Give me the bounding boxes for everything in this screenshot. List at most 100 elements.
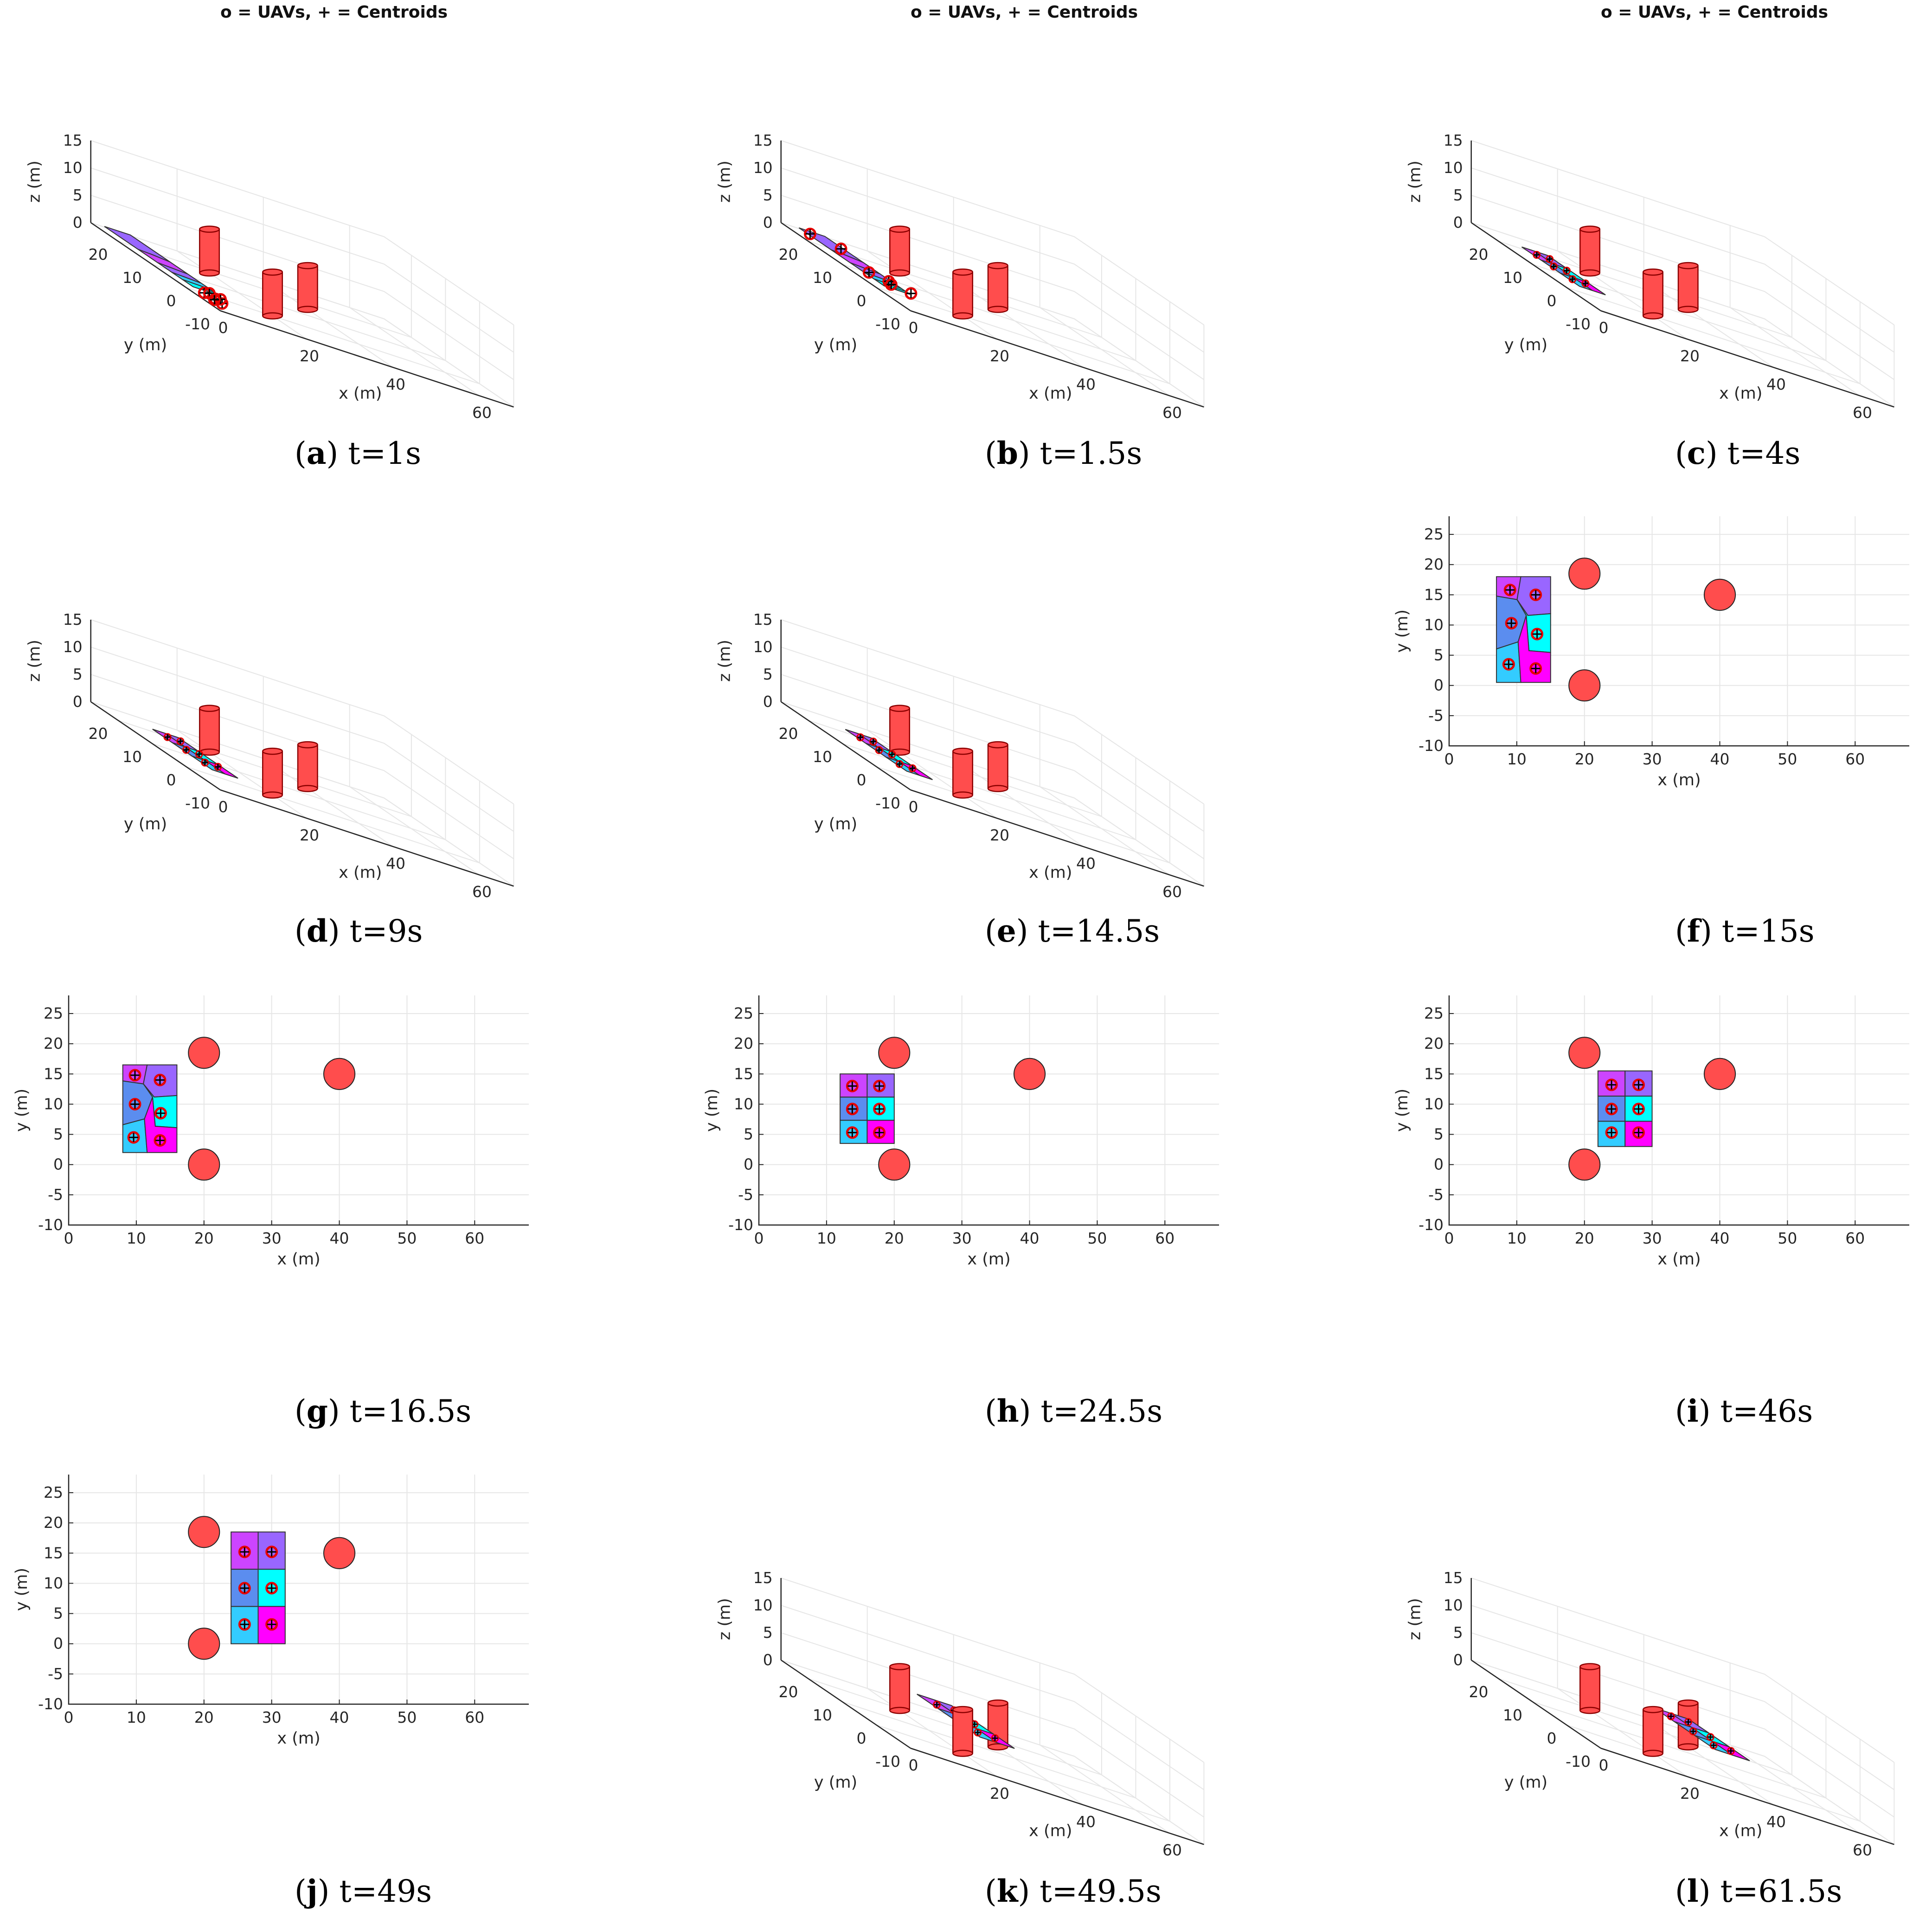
voronoi-cell — [138, 249, 188, 275]
y-axis-label: y (m) — [1504, 1773, 1547, 1792]
y-axis-label: y (m) — [13, 1089, 31, 1132]
uav-marker — [1533, 250, 1541, 259]
obstacle — [1643, 268, 1663, 320]
x-axis-label: x (m) — [1029, 863, 1072, 882]
x-axis-label: x (m) — [1719, 1822, 1762, 1840]
panel-a: 0 20 40 60 -10 0 10 20 0 5 10 15 x (m) y (m) z (m) o = … — [26, 3, 514, 471]
plot-axes: 0 20 40 60 -10 0 10 20 0 5 10 15 x (m) y (m) z (m) — [716, 1569, 1205, 1859]
obstacle-body — [953, 272, 973, 316]
grid-line — [867, 648, 997, 819]
x-tick-label: 20 — [1680, 347, 1700, 365]
obstacle — [1677, 262, 1699, 313]
plot-axes: 0 20 40 60 -10 0 10 20 0 5 10 15 x (m) y (m) z (m) — [716, 131, 1205, 422]
uav-marker — [154, 1073, 167, 1086]
panel-h: 0 10 20 30 40 50 60 -10 -5 0 5 10 15 20 25 x (m) y (m) (h… — [703, 995, 1219, 1429]
caption-letter: d — [307, 913, 328, 949]
obstacle — [1643, 1706, 1663, 1757]
x-tick-label: 0 — [218, 798, 228, 816]
x-tick-label: 60 — [1845, 1229, 1865, 1247]
y-axis-label: y (m) — [814, 1773, 857, 1792]
z-tick-label: 5 — [763, 665, 773, 683]
grid-line — [781, 701, 1204, 887]
x-axis-line — [910, 789, 1204, 887]
grid-line — [781, 195, 1204, 380]
x-tick-label: 20 — [990, 347, 1009, 365]
uav-marker — [1605, 1103, 1618, 1116]
obstacle — [188, 1628, 220, 1660]
uav-marker — [1549, 262, 1558, 270]
x-tick-label: 20 — [1575, 1229, 1594, 1247]
obstacle-top — [952, 747, 973, 755]
y-tick-label: 20 — [44, 1034, 63, 1052]
caption-letter: e — [997, 913, 1016, 949]
x-tick-label: 60 — [465, 1229, 484, 1247]
grid-line — [781, 140, 1204, 326]
x-tick-label: 40 — [1020, 1229, 1040, 1247]
voronoi-cell — [867, 1120, 895, 1144]
y-axis-label: y (m) — [1504, 336, 1547, 354]
x-axis-label: x (m) — [1029, 1822, 1072, 1840]
x-tick-label: 40 — [1710, 1229, 1730, 1247]
y-tick-label: 0 — [857, 292, 867, 310]
y-tick-label: 0 — [857, 1729, 867, 1747]
axis-lines — [758, 995, 1219, 1226]
y-tick-label: 10 — [122, 748, 142, 766]
y-tick-label: 20 — [44, 1514, 63, 1532]
x-tick-label: 20 — [194, 1229, 214, 1247]
y-tick-label: 0 — [167, 771, 176, 789]
x-tick-label: 0 — [909, 798, 918, 816]
caption-letter: j — [304, 1873, 318, 1909]
grid-line — [781, 1660, 1204, 1845]
obstacle-top — [199, 705, 220, 712]
uav-marker — [1562, 267, 1571, 275]
voronoi-cell — [205, 760, 238, 779]
obstacle-top — [1579, 1663, 1601, 1670]
uav-marker — [127, 1131, 140, 1144]
y-tick-label: -10 — [728, 1216, 753, 1234]
grid-line — [1470, 1578, 1601, 1749]
y-axis-label: y (m) — [13, 1568, 31, 1611]
uav-marker — [1529, 588, 1542, 601]
obstacle-body — [1643, 1709, 1663, 1753]
x-tick-label: 40 — [1766, 375, 1786, 393]
y-tick-label: -5 — [738, 1186, 753, 1204]
y-tick-label: 0 — [53, 1635, 63, 1653]
x-tick-label: 10 — [1507, 1229, 1527, 1247]
grid-line — [90, 619, 514, 805]
grid-line — [780, 620, 911, 790]
y-tick-label: -10 — [1566, 315, 1591, 333]
obstacle — [987, 741, 1008, 792]
x-axis-line — [220, 310, 514, 408]
obstacle-top — [1677, 1699, 1699, 1707]
obstacle — [1568, 558, 1601, 590]
x-tick-label: 10 — [1507, 750, 1527, 768]
x-axis-label: x (m) — [277, 1250, 320, 1269]
y-tick-label: -5 — [48, 1186, 63, 1204]
voronoi-cell — [144, 1097, 178, 1153]
y-tick-label: 10 — [813, 748, 832, 766]
uav-marker — [1667, 1712, 1675, 1720]
x-tick-label: 50 — [397, 1708, 417, 1726]
caption-paren: ( — [985, 436, 997, 471]
grid-line — [867, 1606, 997, 1777]
obstacle-base — [297, 306, 318, 313]
obstacle-body — [199, 708, 219, 752]
caption-letter: l — [1687, 1873, 1699, 1909]
x-tick-label: 60 — [1853, 1841, 1872, 1859]
axis-lines — [68, 995, 529, 1226]
z-tick-label: 10 — [753, 159, 773, 177]
caption-letter: f — [1687, 913, 1702, 949]
caption-letter: i — [1687, 1393, 1699, 1429]
obstacle — [188, 1037, 220, 1069]
x-axis-label: x (m) — [1657, 1250, 1701, 1269]
grid-line — [1471, 1632, 1894, 1818]
x-tick-label: 60 — [1853, 404, 1872, 422]
uav-marker — [154, 1134, 167, 1147]
y-tick-label: -5 — [48, 1665, 63, 1683]
caption-time: t=46s — [1720, 1393, 1813, 1429]
x-tick-label: 20 — [885, 1229, 904, 1247]
y-axis-label: y (m) — [124, 336, 167, 354]
y-tick-label: -10 — [185, 794, 210, 812]
uav-marker — [1706, 1733, 1714, 1741]
obstacle-top — [199, 225, 220, 233]
